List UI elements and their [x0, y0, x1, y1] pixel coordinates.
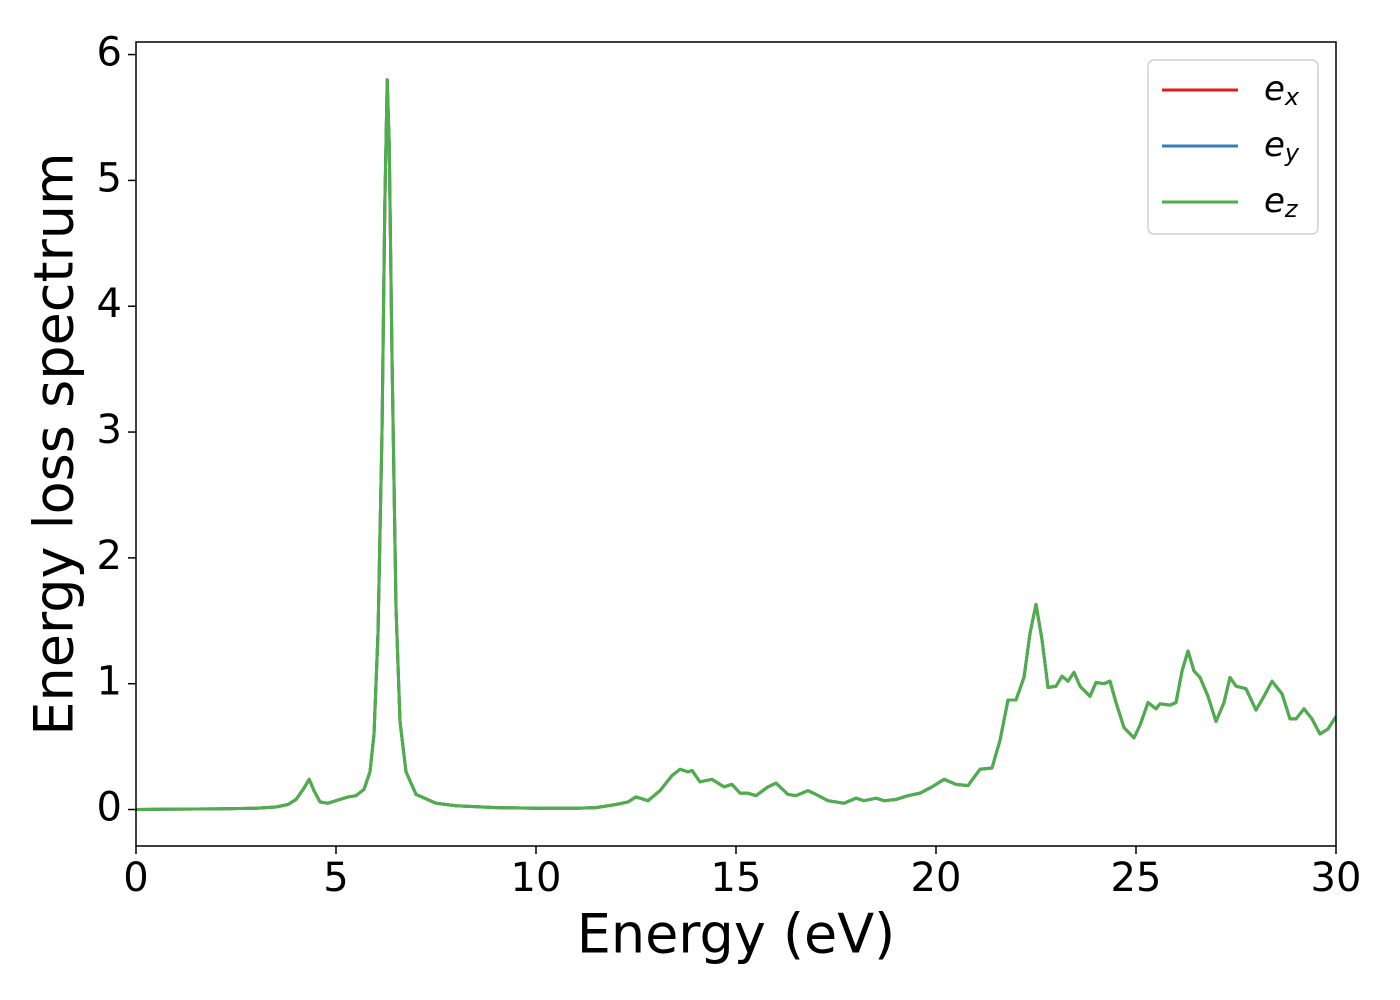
y-tick-label: 0	[97, 785, 122, 831]
y-tick-label: 6	[97, 30, 122, 76]
legend-label: ex	[1264, 69, 1300, 112]
x-tick-label: 10	[511, 855, 562, 901]
x-tick-label: 25	[1111, 855, 1162, 901]
y-tick-label: 4	[97, 281, 122, 327]
x-axis-label: Energy (eV)	[577, 903, 896, 966]
x-tick-label: 5	[323, 855, 348, 901]
x-tick-label: 15	[711, 855, 762, 901]
x-tick-label: 30	[1311, 855, 1362, 901]
series-line	[136, 78, 1336, 812]
y-tick-label: 5	[97, 155, 122, 201]
y-tick-label: 1	[97, 659, 122, 705]
y-tick-label: 2	[97, 533, 122, 579]
legend: ex ey ez	[1147, 59, 1319, 235]
plot-frame	[135, 41, 1337, 847]
legend-label: ey	[1264, 125, 1300, 168]
y-tick-label: 3	[97, 407, 122, 453]
x-tick-label: 0	[123, 855, 148, 901]
y-axis-label: Energy loss spectrum	[23, 152, 86, 735]
x-tick-label: 20	[911, 855, 962, 901]
legend-label: ez	[1264, 181, 1299, 224]
